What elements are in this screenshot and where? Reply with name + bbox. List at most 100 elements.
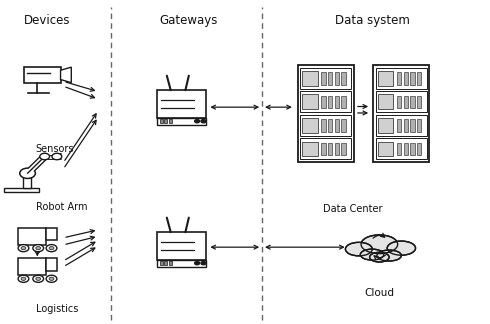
Circle shape	[36, 277, 41, 280]
FancyBboxPatch shape	[410, 96, 415, 108]
FancyBboxPatch shape	[157, 232, 206, 260]
Circle shape	[21, 247, 26, 250]
FancyBboxPatch shape	[335, 119, 339, 132]
Circle shape	[20, 168, 35, 179]
FancyBboxPatch shape	[297, 65, 354, 162]
Text: Sensors: Sensors	[36, 144, 74, 154]
FancyBboxPatch shape	[157, 260, 206, 267]
FancyBboxPatch shape	[164, 261, 167, 265]
Ellipse shape	[360, 249, 384, 260]
FancyBboxPatch shape	[46, 259, 57, 271]
FancyBboxPatch shape	[328, 143, 332, 155]
FancyBboxPatch shape	[378, 95, 393, 109]
FancyBboxPatch shape	[335, 96, 339, 108]
Text: Gateways: Gateways	[160, 14, 218, 27]
Circle shape	[195, 120, 199, 123]
FancyBboxPatch shape	[18, 228, 46, 245]
FancyBboxPatch shape	[376, 68, 426, 89]
FancyBboxPatch shape	[157, 118, 206, 125]
FancyBboxPatch shape	[376, 91, 426, 112]
FancyBboxPatch shape	[397, 119, 401, 132]
Circle shape	[195, 261, 199, 265]
FancyBboxPatch shape	[378, 71, 393, 86]
FancyBboxPatch shape	[18, 259, 46, 275]
FancyBboxPatch shape	[403, 96, 408, 108]
FancyBboxPatch shape	[397, 72, 401, 85]
FancyBboxPatch shape	[341, 119, 346, 132]
Circle shape	[33, 245, 44, 252]
FancyBboxPatch shape	[300, 115, 351, 136]
FancyBboxPatch shape	[328, 119, 332, 132]
FancyBboxPatch shape	[403, 72, 408, 85]
Circle shape	[46, 275, 57, 282]
FancyBboxPatch shape	[378, 142, 393, 156]
FancyBboxPatch shape	[417, 119, 421, 132]
Circle shape	[40, 153, 49, 160]
Circle shape	[201, 261, 206, 265]
FancyBboxPatch shape	[157, 90, 206, 118]
Ellipse shape	[345, 242, 372, 256]
FancyBboxPatch shape	[328, 96, 332, 108]
FancyBboxPatch shape	[376, 115, 426, 136]
FancyBboxPatch shape	[397, 143, 401, 155]
FancyBboxPatch shape	[321, 96, 325, 108]
FancyBboxPatch shape	[4, 188, 39, 192]
Text: Data system: Data system	[335, 14, 410, 27]
Ellipse shape	[361, 235, 398, 254]
FancyBboxPatch shape	[335, 143, 339, 155]
FancyBboxPatch shape	[24, 67, 61, 83]
FancyBboxPatch shape	[321, 119, 325, 132]
Text: Robot Arm: Robot Arm	[36, 202, 87, 212]
Circle shape	[201, 120, 206, 123]
Circle shape	[49, 247, 54, 250]
FancyBboxPatch shape	[341, 143, 346, 155]
FancyBboxPatch shape	[160, 261, 163, 265]
FancyBboxPatch shape	[335, 72, 339, 85]
FancyBboxPatch shape	[376, 138, 426, 159]
FancyBboxPatch shape	[302, 118, 318, 133]
FancyBboxPatch shape	[417, 72, 421, 85]
Circle shape	[18, 275, 29, 282]
FancyBboxPatch shape	[341, 96, 346, 108]
FancyBboxPatch shape	[397, 96, 401, 108]
Ellipse shape	[377, 250, 401, 261]
FancyBboxPatch shape	[300, 91, 351, 112]
Ellipse shape	[369, 252, 389, 262]
Circle shape	[52, 153, 62, 160]
FancyBboxPatch shape	[302, 142, 318, 156]
Text: Data Center: Data Center	[323, 204, 382, 214]
FancyBboxPatch shape	[300, 138, 351, 159]
FancyBboxPatch shape	[169, 261, 171, 265]
Circle shape	[21, 277, 26, 280]
FancyBboxPatch shape	[410, 119, 415, 132]
FancyBboxPatch shape	[417, 96, 421, 108]
FancyBboxPatch shape	[300, 68, 351, 89]
FancyBboxPatch shape	[341, 72, 346, 85]
FancyBboxPatch shape	[373, 65, 429, 162]
Text: Cloud: Cloud	[365, 288, 394, 298]
FancyBboxPatch shape	[417, 143, 421, 155]
FancyBboxPatch shape	[302, 95, 318, 109]
FancyBboxPatch shape	[164, 119, 167, 123]
FancyBboxPatch shape	[328, 72, 332, 85]
Circle shape	[18, 245, 29, 252]
FancyBboxPatch shape	[378, 118, 393, 133]
FancyBboxPatch shape	[169, 119, 171, 123]
FancyBboxPatch shape	[46, 228, 57, 240]
Circle shape	[49, 277, 54, 280]
Circle shape	[46, 245, 57, 252]
Polygon shape	[61, 67, 72, 83]
FancyBboxPatch shape	[403, 143, 408, 155]
FancyBboxPatch shape	[403, 119, 408, 132]
FancyBboxPatch shape	[321, 143, 325, 155]
FancyBboxPatch shape	[23, 174, 31, 188]
FancyBboxPatch shape	[302, 71, 318, 86]
FancyBboxPatch shape	[321, 72, 325, 85]
FancyBboxPatch shape	[410, 143, 415, 155]
Circle shape	[36, 247, 41, 250]
Text: Logistics: Logistics	[36, 304, 78, 314]
Ellipse shape	[387, 241, 416, 255]
FancyBboxPatch shape	[160, 119, 163, 123]
Circle shape	[33, 275, 44, 282]
Text: Devices: Devices	[24, 14, 71, 27]
